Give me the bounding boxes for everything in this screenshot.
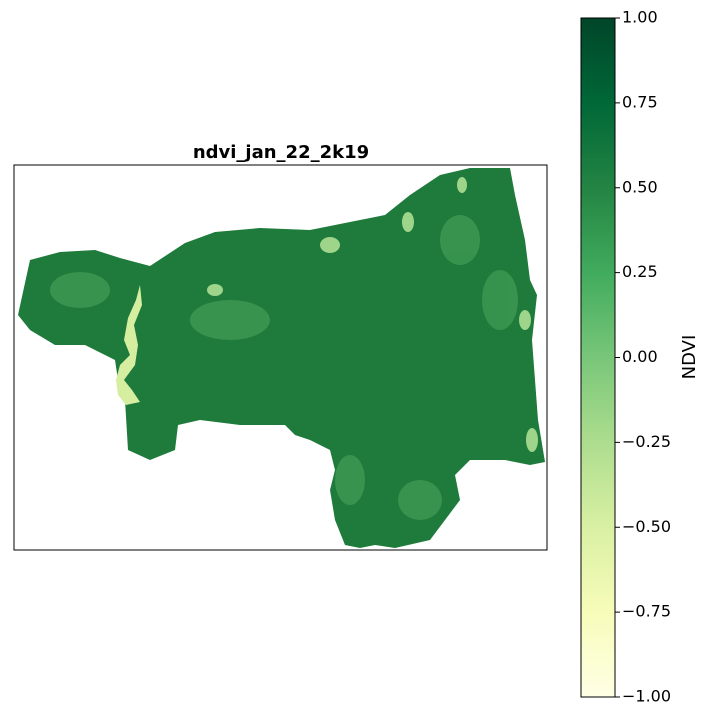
colorbar-label: NDVI xyxy=(679,335,700,380)
colorbar-tick-label: 0.00 xyxy=(622,347,658,366)
lake xyxy=(116,285,142,405)
colorbar-tick-label: −1.00 xyxy=(622,687,671,706)
colorbar-tick-label: 0.50 xyxy=(622,177,658,196)
light-patches xyxy=(207,177,538,452)
colorbar-tick-label: 0.75 xyxy=(622,92,658,111)
colorbar xyxy=(580,17,616,698)
region xyxy=(18,168,545,548)
colorbar-tick-label: −0.25 xyxy=(622,432,671,451)
colorbar-tick-label: 0.25 xyxy=(622,262,658,281)
map-title: ndvi_jan_22_2k19 xyxy=(193,142,369,163)
colorbar-tick-label: −0.75 xyxy=(622,602,671,621)
vegetation-patches xyxy=(50,215,518,520)
colorbar-tick-label: −0.50 xyxy=(622,517,671,536)
colorbar-tick-label: 1.00 xyxy=(622,8,658,27)
